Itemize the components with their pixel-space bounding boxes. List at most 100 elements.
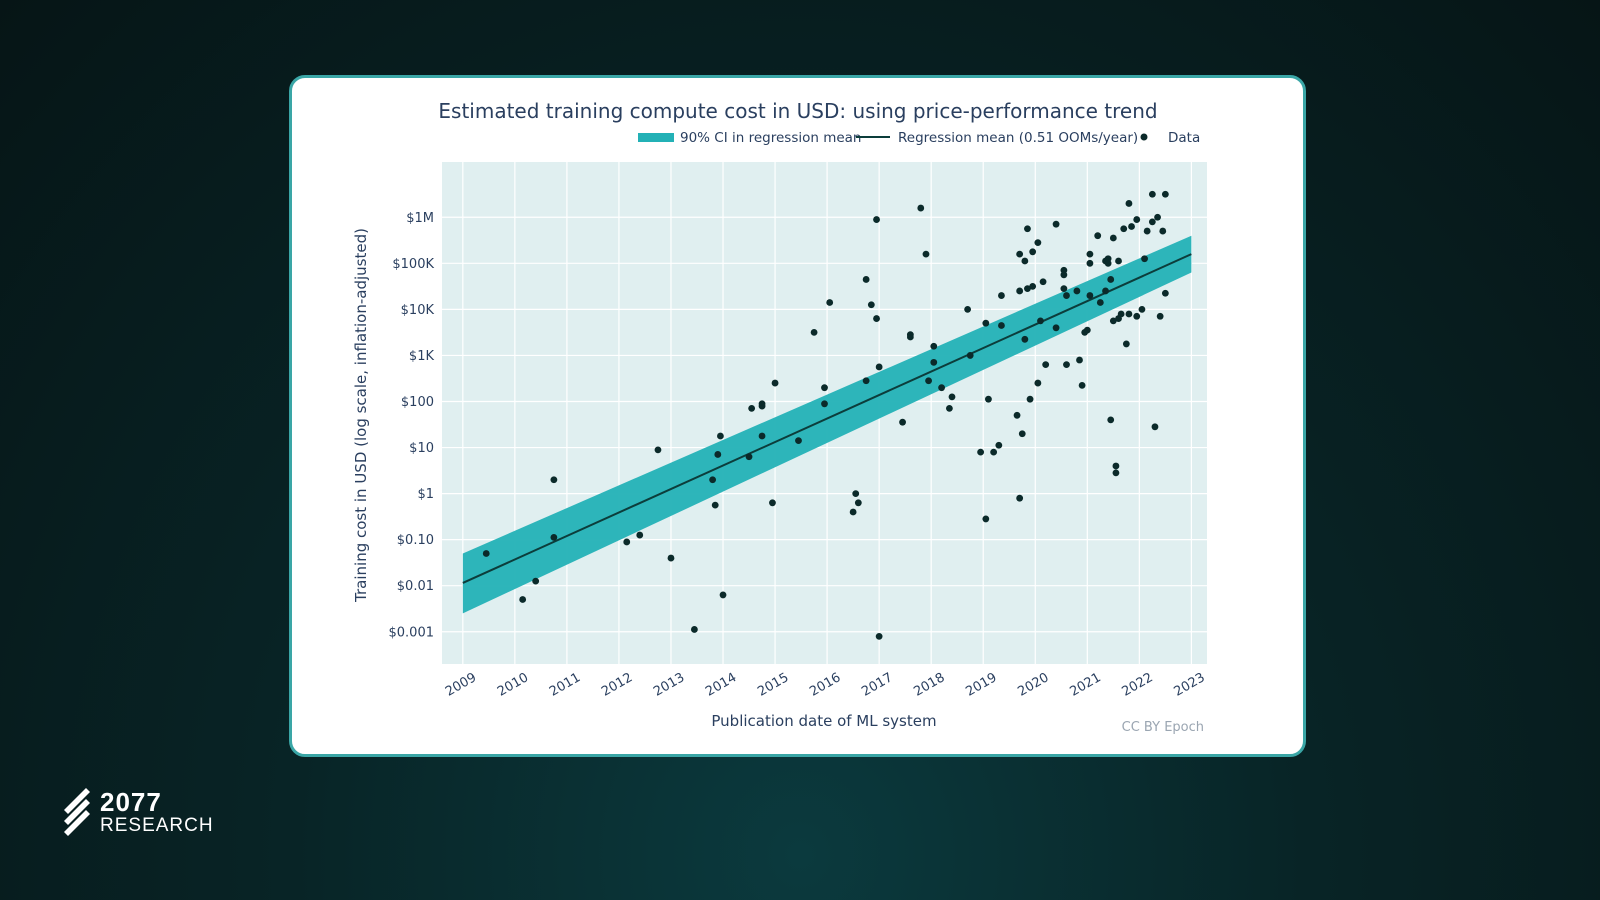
y-tick-labels: $0.001 $0.01 $0.10 $1 $10 $100 $1K $10K $100K $1M xyxy=(389,211,435,640)
data-point xyxy=(1133,312,1141,320)
data-point xyxy=(1042,361,1050,369)
data-point xyxy=(636,531,644,539)
data-point xyxy=(1052,220,1060,228)
data-point xyxy=(758,402,766,410)
data-point xyxy=(821,384,828,392)
y-tick-label: $0.10 xyxy=(397,533,434,548)
data-point xyxy=(1052,324,1060,332)
y-tick-label: $1 xyxy=(417,487,434,502)
data-point xyxy=(1018,430,1026,438)
data-point xyxy=(852,490,860,497)
data-point xyxy=(795,437,802,445)
y-axis-label: Training cost in USD (log scale, inflati… xyxy=(352,228,370,603)
data-point xyxy=(1060,285,1068,293)
data-point xyxy=(922,250,930,258)
data-point xyxy=(1159,227,1167,235)
data-point xyxy=(995,441,1003,449)
data-point xyxy=(1034,379,1042,387)
data-point xyxy=(1107,276,1115,283)
data-point xyxy=(1156,312,1164,320)
data-point xyxy=(719,591,727,599)
x-tick-label: 2013 xyxy=(651,670,687,700)
data-point xyxy=(1016,287,1024,295)
chart-card: Estimated training compute cost in USD: … xyxy=(289,75,1306,757)
data-point xyxy=(1094,232,1102,240)
x-tick-labels: 2009 2010 2011 2012 2013 2014 2015 2016 2017 2018… xyxy=(443,670,1208,700)
y-tick-label: $10 xyxy=(409,441,434,456)
data-point xyxy=(1073,287,1081,295)
data-point xyxy=(930,358,938,366)
data-point xyxy=(482,550,490,557)
data-point xyxy=(862,377,870,385)
data-point xyxy=(1037,317,1044,325)
data-point xyxy=(938,384,945,392)
data-point xyxy=(854,499,862,507)
data-point xyxy=(862,276,870,283)
data-point xyxy=(717,432,724,440)
data-point xyxy=(532,577,540,585)
data-point xyxy=(1154,213,1161,221)
data-point xyxy=(964,305,972,313)
data-point xyxy=(1109,317,1117,325)
y-tick-label: $1K xyxy=(409,349,435,364)
data-point xyxy=(982,515,990,523)
legend-ci-label: 90% CI in regression mean xyxy=(680,130,862,146)
data-point xyxy=(1016,494,1024,502)
data-point xyxy=(990,448,998,456)
data-point xyxy=(1016,250,1024,258)
data-point xyxy=(982,319,990,327)
data-point xyxy=(654,446,662,454)
data-point xyxy=(849,508,857,516)
x-tick-label: 2022 xyxy=(1120,670,1156,700)
data-point xyxy=(1109,234,1117,242)
data-point xyxy=(709,476,717,484)
data-point xyxy=(1086,259,1094,267)
data-point xyxy=(1104,255,1112,263)
data-point xyxy=(1021,335,1029,343)
data-point xyxy=(1021,257,1029,265)
data-point xyxy=(1029,282,1037,290)
x-tick-label: 2021 xyxy=(1067,670,1103,700)
data-point xyxy=(1078,381,1086,389)
data-point xyxy=(1148,218,1156,226)
chart-credit: CC BY Epoch xyxy=(1122,720,1204,735)
data-point xyxy=(1107,416,1115,424)
data-point xyxy=(714,451,722,458)
brand-logo: 2077 RESEARCH xyxy=(62,786,214,838)
data-point xyxy=(1024,285,1031,293)
legend: 90% CI in regression mean Regression mea… xyxy=(638,130,1200,146)
data-point xyxy=(821,400,828,408)
legend-data-swatch xyxy=(1140,133,1148,141)
legend-line-label: Regression mean (0.51 OOMs/year) xyxy=(898,130,1138,146)
data-point xyxy=(1138,305,1146,313)
data-points xyxy=(482,190,1169,640)
data-point xyxy=(998,322,1005,329)
data-point xyxy=(906,331,914,339)
y-tick-label: $100K xyxy=(392,257,434,272)
data-point xyxy=(1112,462,1120,470)
x-tick-label: 2018 xyxy=(911,670,947,700)
data-point xyxy=(873,315,880,322)
data-point xyxy=(1125,200,1133,207)
ci-band xyxy=(462,235,1192,614)
data-point xyxy=(1151,423,1159,431)
x-tick-label: 2020 xyxy=(1015,670,1051,700)
data-point xyxy=(748,404,756,412)
data-point xyxy=(1063,361,1070,369)
data-point xyxy=(1086,292,1094,299)
chart-title: Estimated training compute cost in USD: … xyxy=(438,99,1157,123)
data-point xyxy=(1115,257,1122,265)
data-point xyxy=(1133,216,1141,223)
data-point xyxy=(1026,395,1034,403)
x-tick-label: 2011 xyxy=(547,670,583,700)
data-point xyxy=(1102,287,1109,295)
y-tick-label: $1M xyxy=(406,211,434,226)
data-point xyxy=(1086,250,1094,258)
chart-svg: Estimated training compute cost in USD: … xyxy=(352,99,1208,735)
data-point xyxy=(1128,223,1135,230)
data-point xyxy=(1161,190,1169,198)
data-point xyxy=(966,352,974,359)
data-point xyxy=(1122,340,1130,348)
data-point xyxy=(1112,469,1120,477)
regression-line xyxy=(462,253,1192,584)
